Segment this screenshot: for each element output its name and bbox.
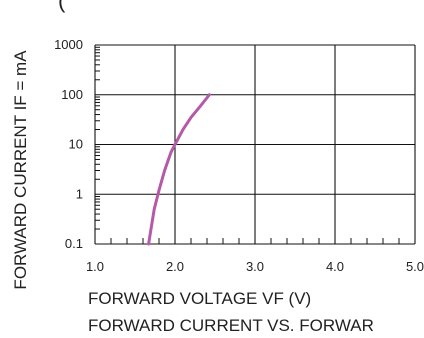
y-axis-title: FORWARD CURRENT IF = mA [11, 50, 30, 290]
x-tick-label: 5.0 [406, 259, 424, 274]
x-axis-title: FORWARD VOLTAGE VF (V) [88, 289, 311, 308]
y-tick-label: 100 [61, 87, 83, 102]
y-tick-label: 1 [76, 186, 83, 201]
chart-title: FORWARD CURRENT VS. FORWAR [88, 316, 374, 335]
x-tick-label: 4.0 [326, 259, 344, 274]
x-tick-label: 3.0 [246, 259, 264, 274]
x-tick-label: 1.0 [86, 259, 104, 274]
y-tick-label: 0.1 [65, 236, 83, 251]
plot-area: 0.1 1 10 100 1000 1.0 2.0 3.0 4.0 5.0 [54, 37, 424, 274]
forward-current-curve [147, 93, 211, 246]
x-tick-label: 2.0 [166, 259, 184, 274]
top-partial-title: ( [58, 0, 66, 13]
y-tick-label: 10 [69, 137, 83, 152]
cropped-top-title: ( [58, 0, 66, 13]
y-tick-label: 1000 [54, 37, 83, 52]
